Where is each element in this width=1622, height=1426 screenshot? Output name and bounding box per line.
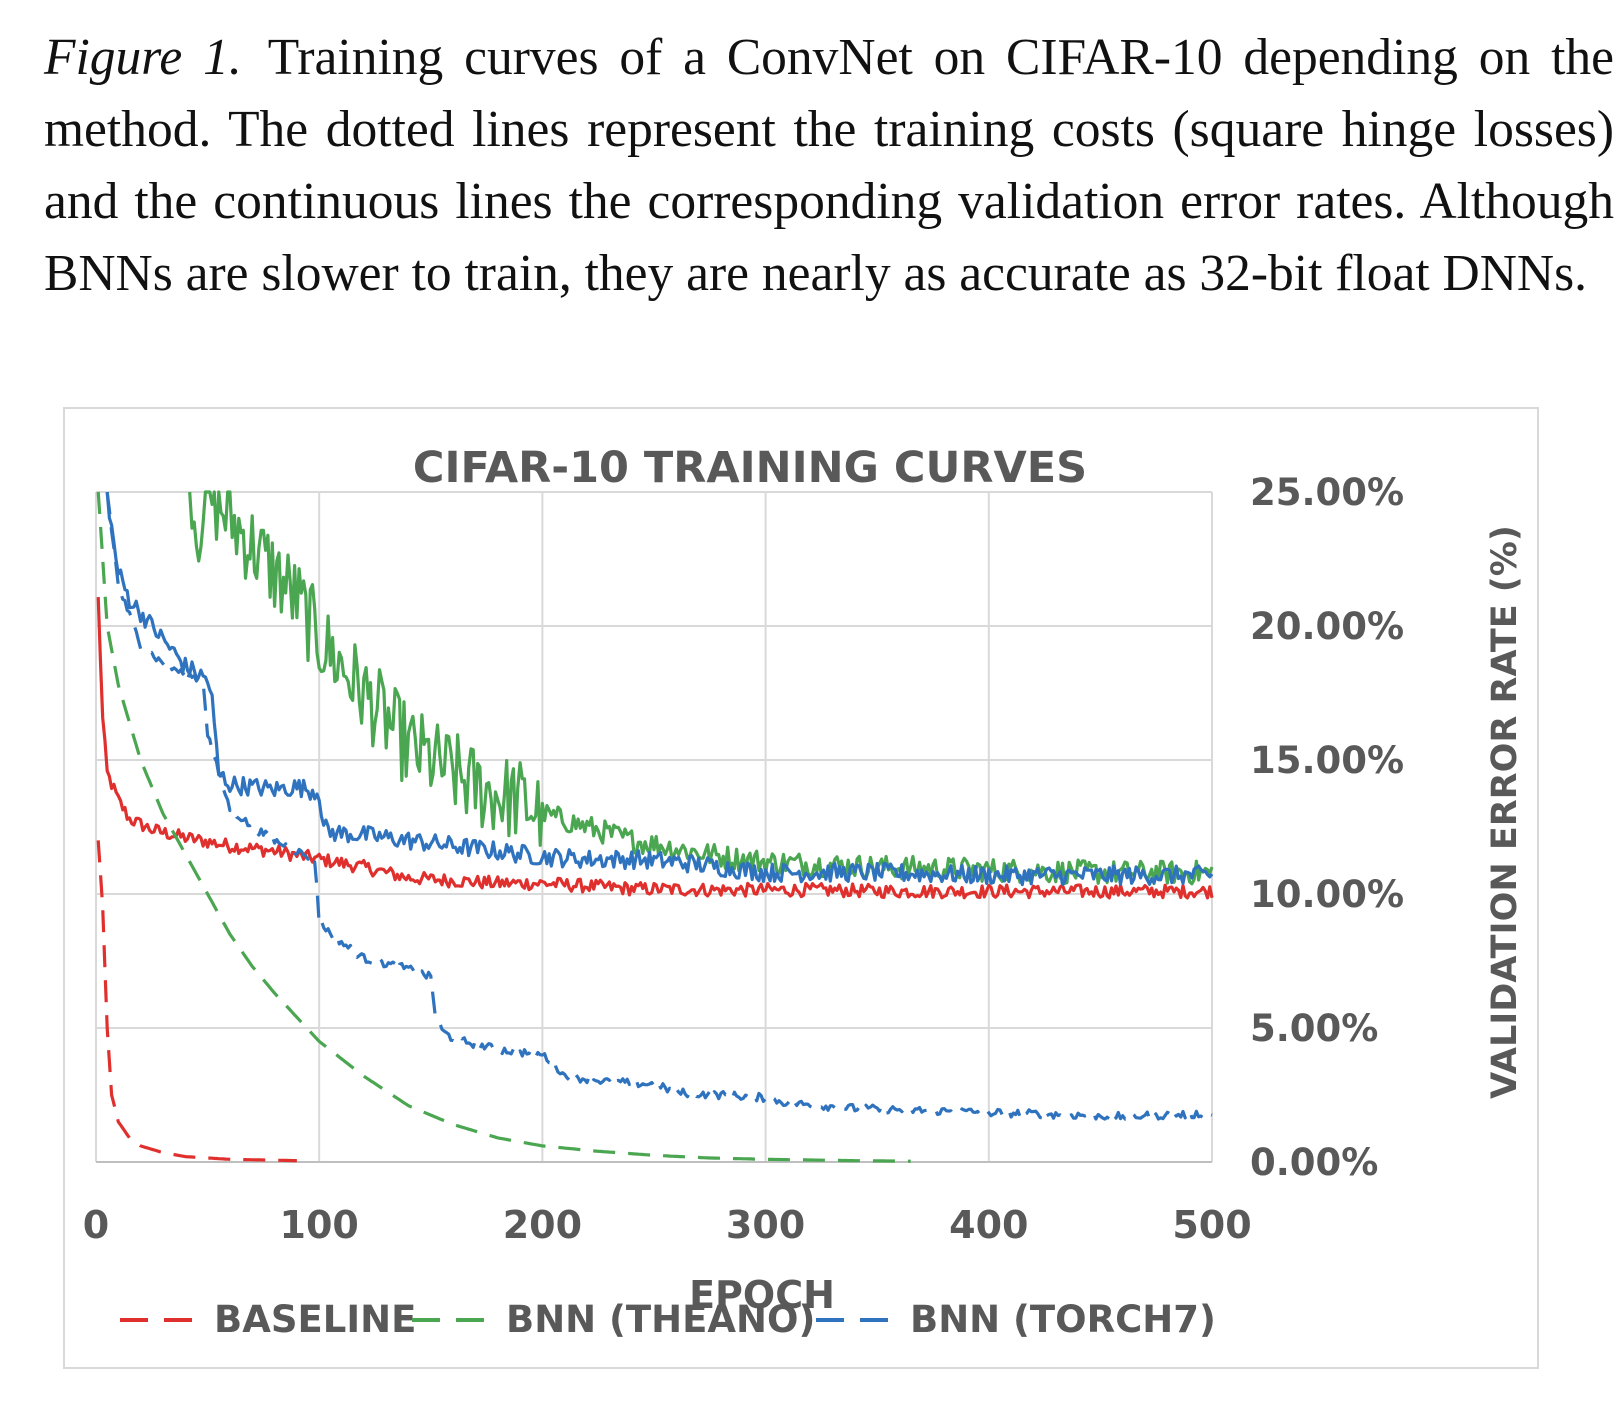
axes: 0 100 200 300 400 500 0.00% 5.00% 10.00% 15.00% 20… — [83, 471, 1404, 1247]
series-line-bnn-theano--validation — [188, 490, 1214, 886]
series-line-bnn-theano--training_cost — [96, 491, 911, 1163]
legend-label: BNN (THEANO) — [506, 1298, 815, 1341]
legend: BASELINE BNN (THEANO) BNN (TORCH7) — [120, 1298, 1216, 1341]
y-tick-label: 5.00% — [1250, 1007, 1378, 1050]
series-line-baseline-training_cost — [96, 840, 297, 1163]
chart-title: CIFAR-10 TRAINING CURVES — [413, 443, 1087, 493]
y-tick-label: 0.00% — [1250, 1141, 1378, 1184]
y-axis-label: VALIDATION ERROR RATE (%) — [1485, 525, 1525, 1099]
legend-label: BNN (TORCH7) — [910, 1298, 1216, 1341]
figure-caption: Figure 1. Training curves of a ConvNet on… — [44, 22, 1614, 310]
x-tick-label: 300 — [726, 1203, 805, 1247]
series-line-bnn-torch7--validation — [105, 491, 1214, 887]
y-tick-label: 25.00% — [1250, 471, 1404, 514]
y-tick-label: 10.00% — [1250, 873, 1404, 916]
x-tick-label: 400 — [949, 1203, 1028, 1247]
y-tick-label: 15.00% — [1250, 739, 1404, 782]
y-tick-label: 20.00% — [1250, 605, 1404, 648]
figure-label: Figure 1. — [44, 29, 242, 86]
x-tick-label: 100 — [280, 1203, 359, 1247]
x-tick-label: 500 — [1172, 1203, 1251, 1247]
x-tick-label: 0 — [83, 1203, 109, 1247]
x-tick-label: 200 — [503, 1203, 582, 1247]
chart-frame — [63, 407, 1539, 1369]
series-line-bnn-torch7--training_cost — [105, 492, 1213, 1121]
series-line-baseline-validation — [96, 597, 1214, 900]
caption-text: Training curves of a ConvNet on CIFAR-10… — [44, 29, 1614, 302]
legend-label: BASELINE — [214, 1298, 416, 1341]
x-axis-label: EPOCH — [689, 1273, 835, 1317]
series-lines — [96, 490, 1214, 1163]
